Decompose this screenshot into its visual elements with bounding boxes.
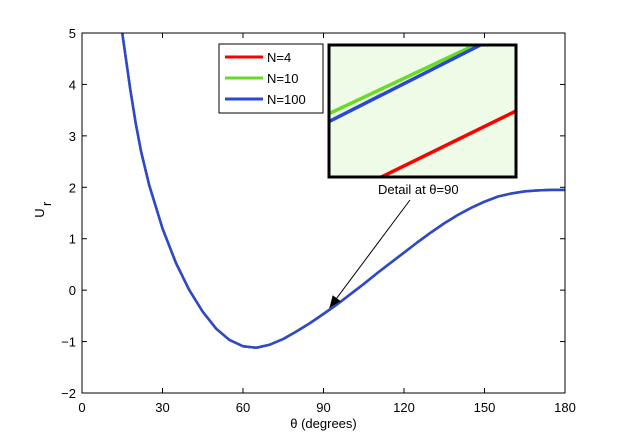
y-tick-label: 1 — [69, 232, 76, 247]
legend-item-n-100: N=100 — [225, 92, 306, 107]
x-tick-label: 150 — [474, 400, 496, 415]
x-tick-label: 60 — [236, 400, 250, 415]
inset-line-n-4 — [380, 109, 516, 177]
annotation-arrow-line — [329, 199, 411, 309]
y-axis-label: U — [32, 208, 47, 217]
y-tick-label: 5 — [69, 26, 76, 41]
inset-line-n-10 — [329, 45, 476, 116]
x-tick-label: 180 — [554, 400, 576, 415]
y-tick-label: −1 — [61, 335, 76, 350]
legend-label: N=10 — [267, 71, 298, 86]
annotation-text: Detail at θ=90 — [378, 182, 459, 197]
plot-layer — [121, 33, 565, 349]
axes-layer: 0 30 60 90 120 150 180 −2 −1 0 1 2 3 4 5 θ (degrees) Ur — [32, 26, 576, 431]
legend-item-n-10: N=10 — [225, 71, 298, 86]
x-tick-label: 90 — [316, 400, 330, 415]
x-tick-label: 120 — [393, 400, 415, 415]
y-axis-label-group: Ur — [32, 201, 54, 218]
series-group — [121, 33, 565, 349]
annotation-layer: Detail at θ=90 — [329, 182, 459, 309]
legend-item-n-4: N=4 — [225, 50, 291, 65]
series-line-n-100 — [121, 33, 565, 349]
inset-lines — [329, 45, 516, 177]
x-axis-label: θ (degrees) — [290, 416, 356, 431]
y-tick-label: 4 — [69, 77, 76, 92]
legend: N=4 N=10 N=100 — [218, 43, 324, 114]
legend-label: N=4 — [267, 50, 291, 65]
annotation-arrow-head — [329, 295, 341, 308]
x-tick-label: 0 — [78, 400, 85, 415]
y-tick-label: −2 — [61, 386, 76, 401]
x-tick-label: 30 — [155, 400, 169, 415]
y-tick-label: 3 — [69, 129, 76, 144]
y-tick-label: 0 — [69, 283, 76, 298]
y-axis-label-subscript: r — [39, 201, 54, 206]
inset-line-n-100 — [329, 45, 482, 124]
y-tick-label: 2 — [69, 180, 76, 195]
inset-frame — [327, 43, 518, 179]
detail-inset — [327, 43, 518, 179]
legend-label: N=100 — [267, 92, 306, 107]
